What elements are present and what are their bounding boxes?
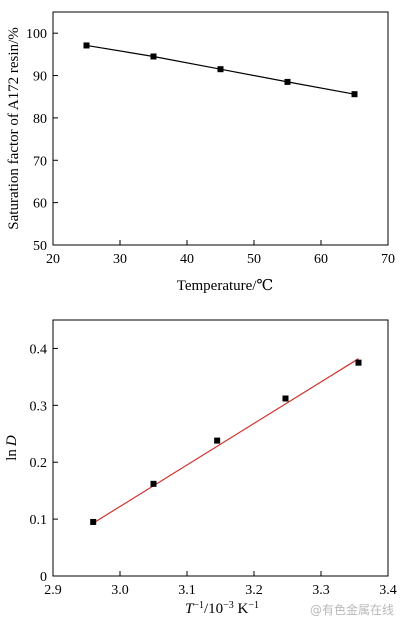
x-tick-label: 2.9 [44, 583, 62, 598]
x-title-unit: K [234, 601, 249, 617]
y-title-func: ln [4, 449, 20, 461]
x-tick-label: 60 [314, 252, 328, 267]
data-point [214, 437, 221, 444]
x-tick-label: 30 [113, 252, 127, 267]
y-tick-label: 0.2 [30, 456, 48, 471]
y-tick-label: 50 [33, 239, 47, 254]
axis-ticks: 2.9 3.0 3.1 3.2 3.3 3.4 0 0.1 0.2 0.3 0.4 [30, 342, 397, 598]
x-tick-label: 40 [180, 252, 194, 267]
y-tick-label: 100 [26, 27, 47, 42]
y-tick-label: 70 [33, 154, 47, 169]
x-tick-label: 3.1 [178, 583, 196, 598]
plot-frame [52, 319, 389, 577]
y-tick-label: 0.3 [30, 399, 48, 414]
data-point [150, 480, 157, 487]
y-tick-label: 90 [33, 70, 47, 85]
x-tick-label: 3.3 [312, 583, 330, 598]
data-point [217, 66, 224, 73]
data-point [282, 395, 289, 402]
x-tick-label: 3.0 [111, 583, 129, 598]
data-series [90, 358, 362, 525]
y-axis-title: ln D [4, 435, 20, 461]
x-axis-title: T−1/10−3 K−1 [185, 600, 259, 618]
x-tick-label: 20 [46, 252, 60, 267]
data-series [83, 42, 358, 98]
y-axis-title: Saturation factor of A172 resin/% [6, 27, 22, 229]
x-title-exp2: −3 [223, 600, 234, 611]
lnD-vs-inverse-temperature-chart: 2.9 3.0 3.1 3.2 3.3 3.400.10.20.30.4 T−1/10−3… [4, 319, 397, 618]
y-tick-label: 0 [40, 570, 47, 585]
x-axis-title: Temperature/℃ [177, 278, 274, 294]
x-tick-label: 70 [381, 252, 395, 267]
data-point [83, 42, 90, 49]
y-tick-label: 0.4 [30, 342, 48, 357]
data-point [90, 518, 97, 525]
x-title-exp1: −1 [193, 600, 204, 611]
axis-ticks: 20 30 40 50 60 70 50 60 70 80 90 100 [26, 27, 395, 267]
plot-frame [52, 11, 389, 246]
watermark-text: @有色金属在线 [309, 603, 394, 617]
y-tick-label: 0.1 [30, 513, 48, 528]
x-tick-label: 50 [247, 252, 261, 267]
x-title-scale: /10 [204, 601, 223, 617]
data-point [355, 359, 362, 366]
y-tick-label: 80 [33, 112, 47, 127]
x-tick-label: 3.2 [245, 583, 263, 598]
fit-line [92, 358, 359, 524]
y-title-variable: D [4, 435, 20, 447]
data-point [351, 91, 358, 98]
data-point [284, 78, 291, 85]
x-title-variable: T [185, 601, 195, 617]
x-title-exp3: −1 [248, 600, 259, 611]
x-tick-label: 3.4 [379, 583, 397, 598]
y-tick-label: 60 [33, 197, 47, 212]
data-point [150, 53, 157, 60]
